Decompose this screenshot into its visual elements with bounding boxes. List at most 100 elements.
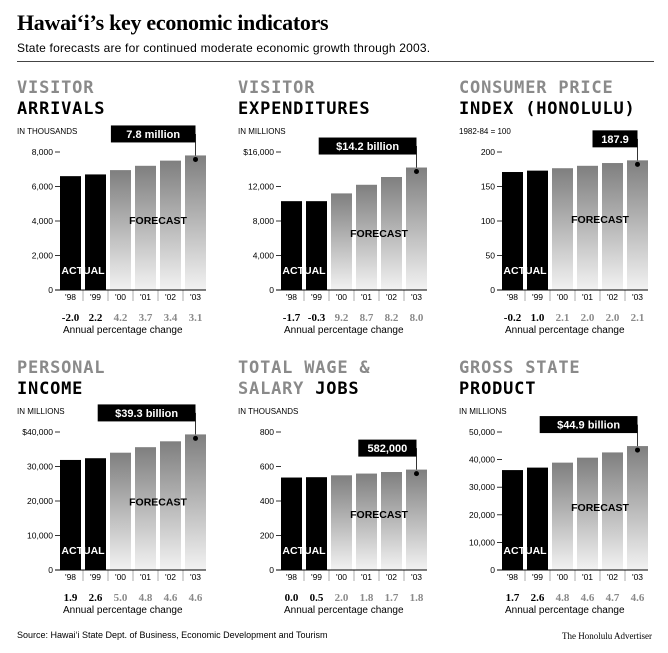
callout-box xyxy=(318,137,417,155)
chart-title-line2-gray: SALARY xyxy=(238,379,315,399)
bar-actual xyxy=(281,201,302,290)
y-tick-label: 12,000 xyxy=(248,182,274,192)
x-tick-label: '02 xyxy=(607,572,618,582)
title-divider xyxy=(17,61,654,62)
callout-label: 582,000 xyxy=(368,443,408,455)
bar-forecast xyxy=(627,446,648,570)
pct-change-value: 4.6 xyxy=(164,592,178,604)
y-tick-label: 10,000 xyxy=(27,531,53,541)
bar-forecast xyxy=(160,160,181,290)
y-tick-label: 40,000 xyxy=(469,455,495,465)
pct-change-value: 2.2 xyxy=(89,312,103,324)
pct-change-value: -0.3 xyxy=(308,312,326,324)
y-tick-label: 50,000 xyxy=(469,427,495,437)
pct-change-value: 4.2 xyxy=(114,312,128,324)
y-tick-label: 20,000 xyxy=(27,496,53,506)
chart-title-line1: VISITOR xyxy=(17,78,94,98)
bar-forecast xyxy=(331,193,352,290)
actual-label: ACTUAL xyxy=(61,265,105,277)
y-tick-label: 6,000 xyxy=(32,182,54,192)
x-tick-label: '01 xyxy=(582,292,593,302)
pct-change-value: 1.0 xyxy=(531,312,545,324)
unit-label: IN MILLIONS xyxy=(459,407,507,416)
y-tick-label: 0 xyxy=(490,565,495,575)
pct-change-value: 4.7 xyxy=(606,592,620,604)
pct-change-value: 1.7 xyxy=(385,592,399,604)
callout-dot xyxy=(414,169,419,175)
callout-label: $44.9 billion xyxy=(557,420,620,432)
y-tick-label: 2,000 xyxy=(32,251,54,261)
bar-forecast xyxy=(602,452,623,570)
actual-label: ACTUAL xyxy=(503,545,547,557)
pct-change-value: 0.0 xyxy=(285,592,299,604)
y-tick-label: 0 xyxy=(48,565,53,575)
x-tick-label: '99 xyxy=(311,292,322,302)
actual-label: ACTUAL xyxy=(282,545,326,557)
y-tick-label: 200 xyxy=(481,147,495,157)
bar-forecast xyxy=(110,170,131,290)
chart-title-line1: TOTAL WAGE & xyxy=(238,358,370,378)
x-tick-label: '01 xyxy=(361,292,372,302)
pct-change-value: 2.6 xyxy=(89,592,103,604)
pct-change-value: 1.8 xyxy=(410,592,424,604)
bar-actual xyxy=(306,201,327,290)
y-tick-label: 30,000 xyxy=(469,482,495,492)
bar-forecast xyxy=(135,165,156,290)
x-tick-label: '00 xyxy=(557,292,568,302)
x-tick-label: '02 xyxy=(165,572,176,582)
x-tick-label: '00 xyxy=(336,292,347,302)
y-tick-label: 30,000 xyxy=(27,462,53,472)
chart-title-line1: PERSONAL xyxy=(17,358,105,378)
pct-change-caption: Annual percentage change xyxy=(505,325,625,336)
bar-forecast xyxy=(602,163,623,290)
unit-label: IN THOUSANDS xyxy=(17,127,77,136)
chart-wage-salary-jobs: TOTAL WAGE &SALARY JOBS IN THOUSANDS 0 200 4… xyxy=(238,358,427,616)
y-tick-label: 0 xyxy=(48,285,53,295)
actual-label: ACTUAL xyxy=(282,265,326,277)
y-tick-label: 150 xyxy=(481,182,495,192)
y-tick-label: 0 xyxy=(490,285,495,295)
callout-dot xyxy=(193,435,198,441)
callout-box xyxy=(592,130,638,148)
unit-label: 1982-84 = 100 xyxy=(459,127,511,136)
bar-actual xyxy=(527,467,548,570)
actual-label: ACTUAL xyxy=(61,545,105,557)
bar-forecast xyxy=(381,472,402,570)
callout-label: 187.9 xyxy=(601,134,629,146)
bar-forecast xyxy=(381,177,402,290)
y-tick-label: $40,000 xyxy=(22,427,53,437)
bar-actual xyxy=(60,176,81,290)
x-tick-label: '03 xyxy=(632,292,643,302)
callout-box xyxy=(97,404,196,422)
bar-forecast xyxy=(627,160,648,290)
unit-label: IN MILLIONS xyxy=(17,407,65,416)
chart-title-line2: INDEX (HONOLULU) xyxy=(459,99,636,119)
callout-dot xyxy=(635,161,640,167)
chart-title-line1: CONSUMER PRICE xyxy=(459,78,614,98)
pct-change-value: 4.6 xyxy=(631,592,645,604)
callout-label: 7.8 million xyxy=(126,129,180,141)
pct-change-value: 8.0 xyxy=(410,312,424,324)
x-tick-label: '02 xyxy=(386,572,397,582)
forecast-label: FORECAST xyxy=(571,502,629,514)
pct-change-value: 0.5 xyxy=(310,592,324,604)
forecast-label: FORECAST xyxy=(129,215,187,227)
page-subtitle: State forecasts are for continued modera… xyxy=(17,41,431,55)
x-tick-label: '02 xyxy=(386,292,397,302)
x-tick-label: '99 xyxy=(532,572,543,582)
chart-title-line2-black: JOBS xyxy=(315,379,359,399)
pct-change-value: -2.0 xyxy=(62,312,80,324)
y-tick-label: $16,000 xyxy=(243,147,274,157)
bar-forecast xyxy=(406,469,427,570)
x-tick-label: '98 xyxy=(286,292,297,302)
source-note: Source: Hawai‘i State Dept. of Business,… xyxy=(17,630,328,640)
bar-actual xyxy=(527,170,548,290)
pct-change-value: 9.2 xyxy=(335,312,349,324)
y-tick-label: 4,000 xyxy=(32,216,54,226)
bar-actual xyxy=(281,477,302,570)
bar-forecast xyxy=(185,434,206,570)
